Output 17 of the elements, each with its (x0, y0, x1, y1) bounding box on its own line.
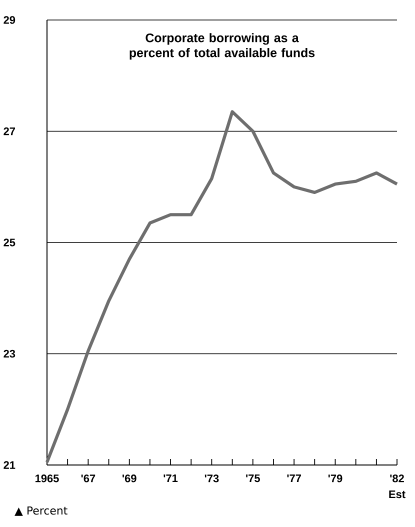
x-tick-label: '77 (287, 474, 301, 482)
y-tick-label: 23 (4, 350, 16, 358)
x-tick-label: '75 (246, 474, 260, 482)
y-tick-label: 21 (4, 461, 16, 469)
y-tick-label: 29 (4, 16, 16, 24)
text: Corporate borrowing as a percent of total available funds (130, 33, 315, 60)
y-tick-label: 27 (4, 127, 16, 136)
y-tick-label: 25 (4, 238, 16, 246)
y-axis-title: ▲ Percent (14, 506, 68, 516)
x-tick-label: '79 (328, 474, 342, 482)
x-tick-label: '69 (122, 474, 136, 482)
x-tick-label: '82 (390, 474, 404, 482)
x-tick-label: 1965 (36, 474, 59, 482)
text: Est (389, 490, 406, 498)
x-tick-label: '71 (164, 474, 178, 482)
x-tick-label: '67 (81, 474, 96, 482)
x-tick-label: '73 (204, 474, 219, 482)
